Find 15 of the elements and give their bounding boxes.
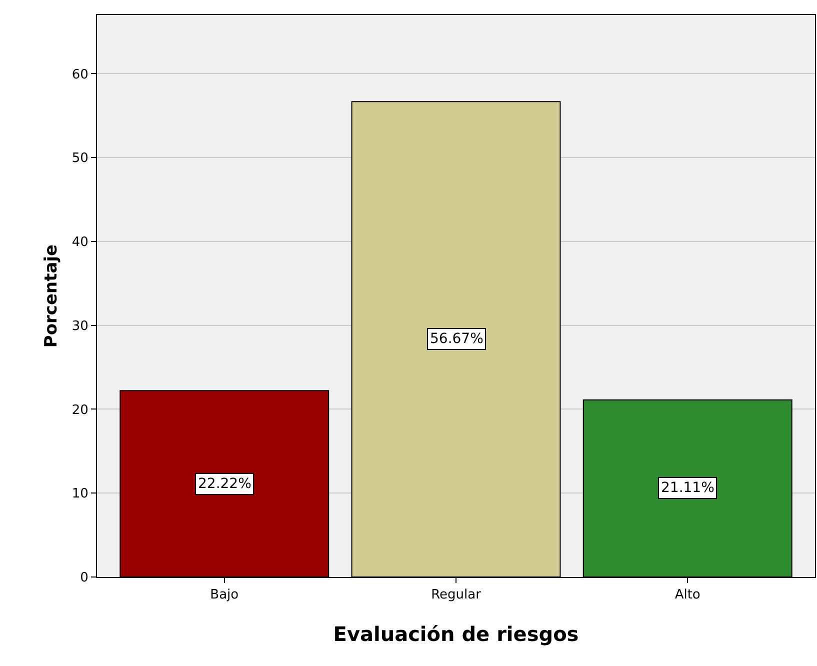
- y-tick-label: 0: [80, 570, 88, 586]
- data-label: 21.11%: [661, 480, 714, 496]
- y-axis-title: Porcentaje: [41, 244, 62, 348]
- y-tick-label: 40: [72, 235, 88, 250]
- y-tick-label: 50: [72, 151, 88, 166]
- y-tick-label: 10: [72, 486, 88, 502]
- x-tick-label: Bajo: [210, 588, 239, 603]
- y-tick-label: 30: [72, 318, 88, 334]
- y-tick-label: 60: [72, 67, 88, 82]
- x-axis-title: Evaluación de riesgos: [333, 622, 579, 646]
- x-tick-label: Regular: [431, 588, 482, 603]
- data-label: 22.22%: [198, 476, 252, 492]
- x-tick-label: Alto: [674, 588, 700, 603]
- data-label: 56.67%: [430, 331, 484, 347]
- y-tick-label: 20: [72, 402, 88, 418]
